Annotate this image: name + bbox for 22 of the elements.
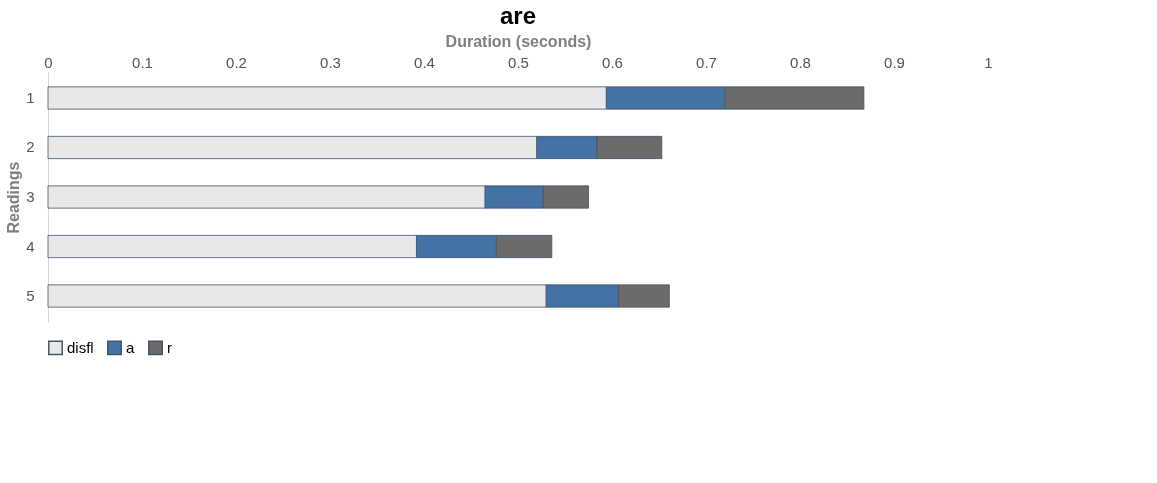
x-tick-label: 0.3 [320,53,341,71]
x-tick-label: 0.9 [884,53,905,71]
legend-label: disfl [67,338,94,356]
x-tick-label: 0.5 [508,53,529,71]
x-tick-label: 1 [984,53,993,71]
y-tick-label: 1 [26,88,35,106]
x-tick-label: 0.4 [414,53,435,71]
y-tick-label: 3 [26,188,35,205]
legend-label: a [126,338,135,356]
y-axis-title: Readings [5,161,23,234]
x-tick-label: 0.8 [790,53,811,71]
x-axis-title: Duration (seconds) [445,32,592,50]
x-tick-label: 0 [44,53,53,71]
x-tick-label: 0.7 [696,53,717,71]
x-tick-label: 0.2 [226,53,247,71]
chart-title: are [499,2,537,29]
y-tick-label: 5 [26,287,35,305]
legend-label: r [167,338,172,356]
y-tick-label: 2 [26,138,35,156]
x-tick-label: 0.6 [602,53,623,71]
x-tick-label: 0.1 [132,53,153,71]
y-tick-label: 4 [26,237,35,255]
